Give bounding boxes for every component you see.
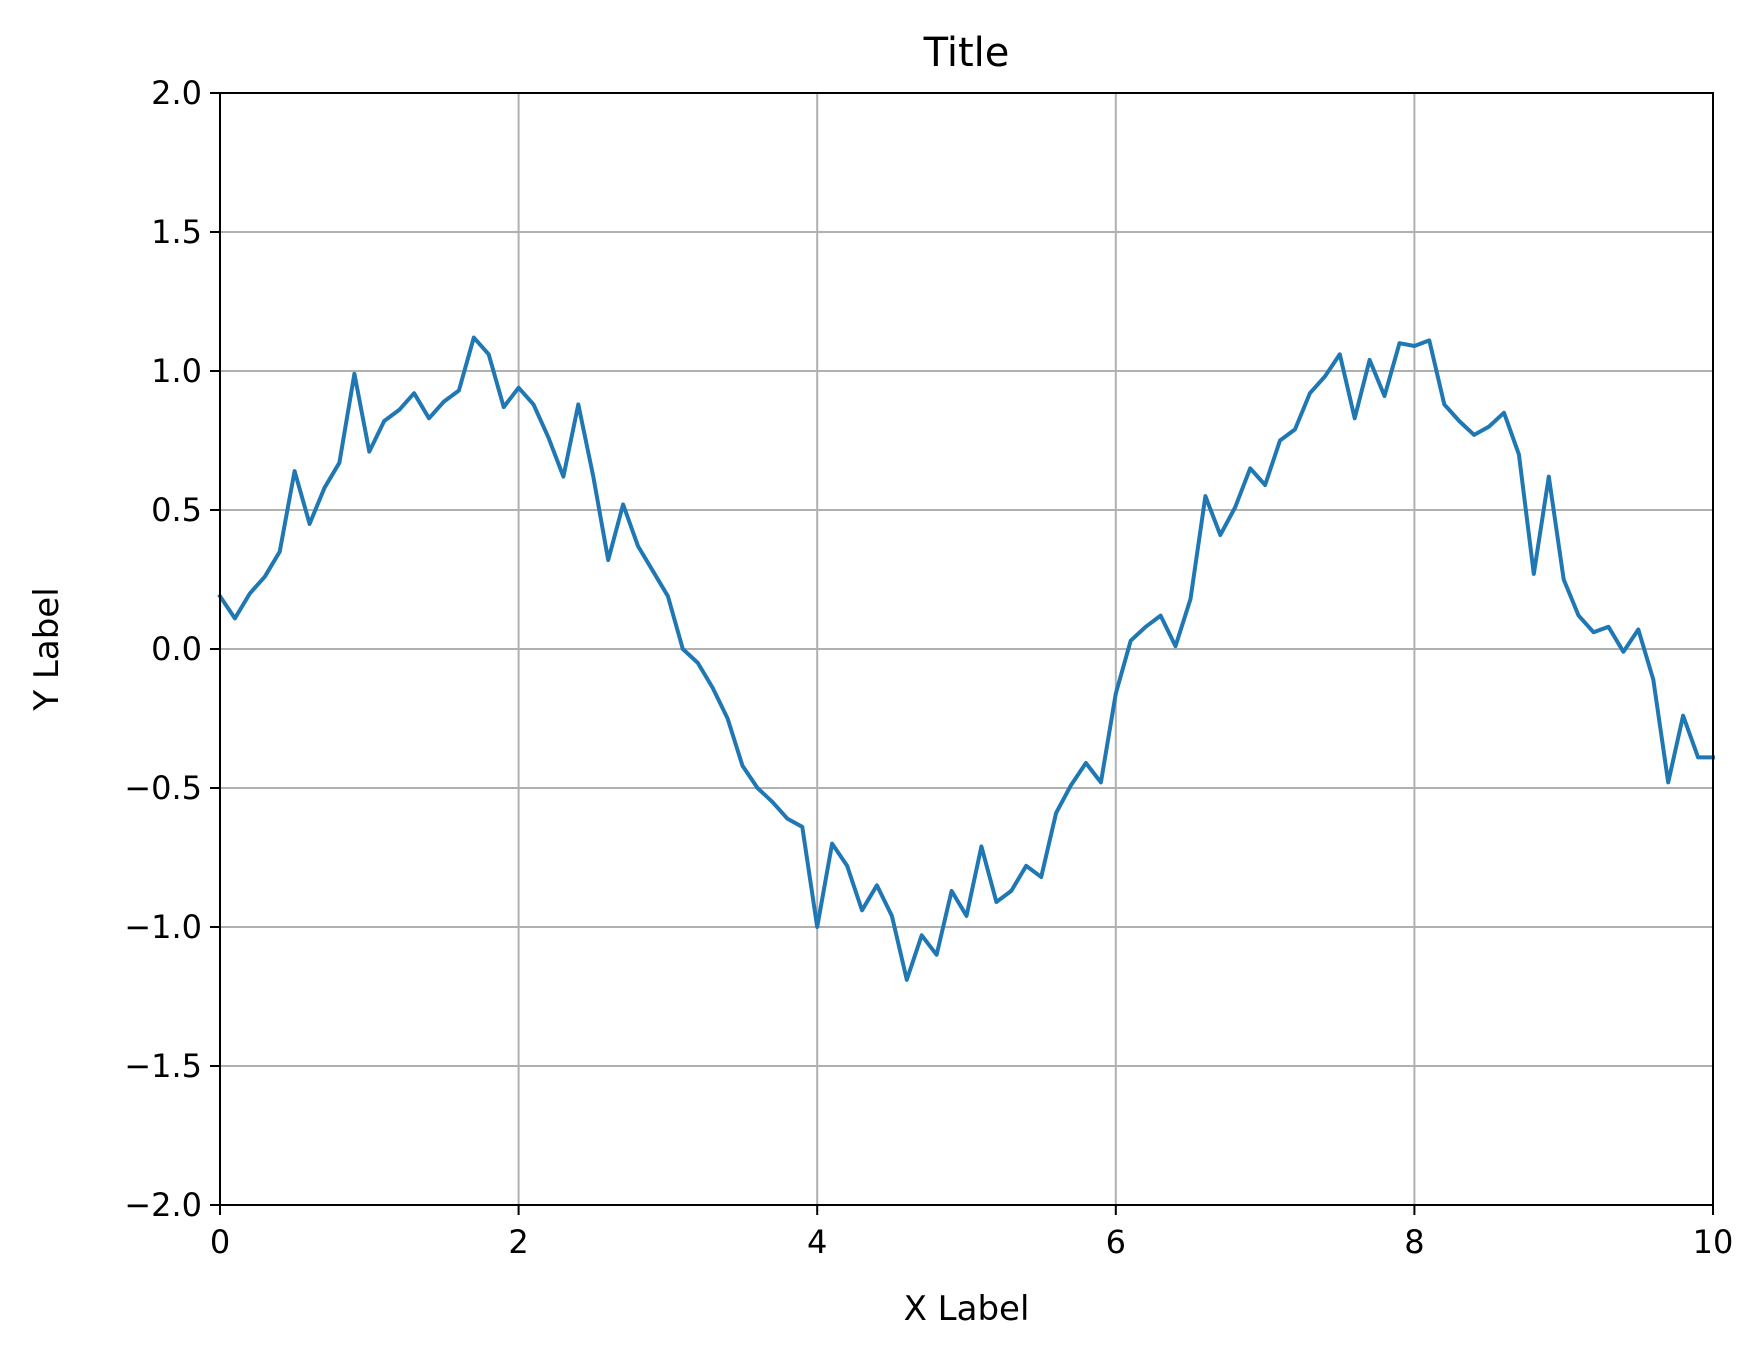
axis-ticks: 0 2 4 6 8 10 2.0 1.5 1.0 0.5 0.0 −0.5 −1.0 −1.5 −2.0 <box>124 74 1733 1261</box>
x-tick-label: 0 <box>210 1223 230 1261</box>
x-axis-title: X Label <box>904 1289 1030 1329</box>
x-tick-label: 6 <box>1106 1223 1126 1261</box>
y-tick-label: 0.0 <box>151 630 202 668</box>
x-tick-label: 10 <box>1693 1223 1734 1261</box>
y-tick-label: 0.5 <box>151 491 202 529</box>
y-tick-label: 1.0 <box>151 352 202 390</box>
chart-title: Title <box>923 30 1010 76</box>
y-tick-label: −2.0 <box>124 1186 202 1224</box>
y-tick-label: −1.0 <box>124 908 202 946</box>
x-tick-label: 2 <box>508 1223 528 1261</box>
y-tick-label: 1.5 <box>151 213 202 251</box>
y-tick-label: −1.5 <box>124 1047 202 1085</box>
y-tick-label: 2.0 <box>151 74 202 112</box>
x-tick-label: 8 <box>1404 1223 1424 1261</box>
series-layer <box>217 335 1715 982</box>
series-line <box>217 335 1715 982</box>
y-tick-label: −0.5 <box>124 769 202 807</box>
y-axis-title: Y Label <box>27 587 67 711</box>
x-tick-label: 4 <box>807 1223 827 1261</box>
